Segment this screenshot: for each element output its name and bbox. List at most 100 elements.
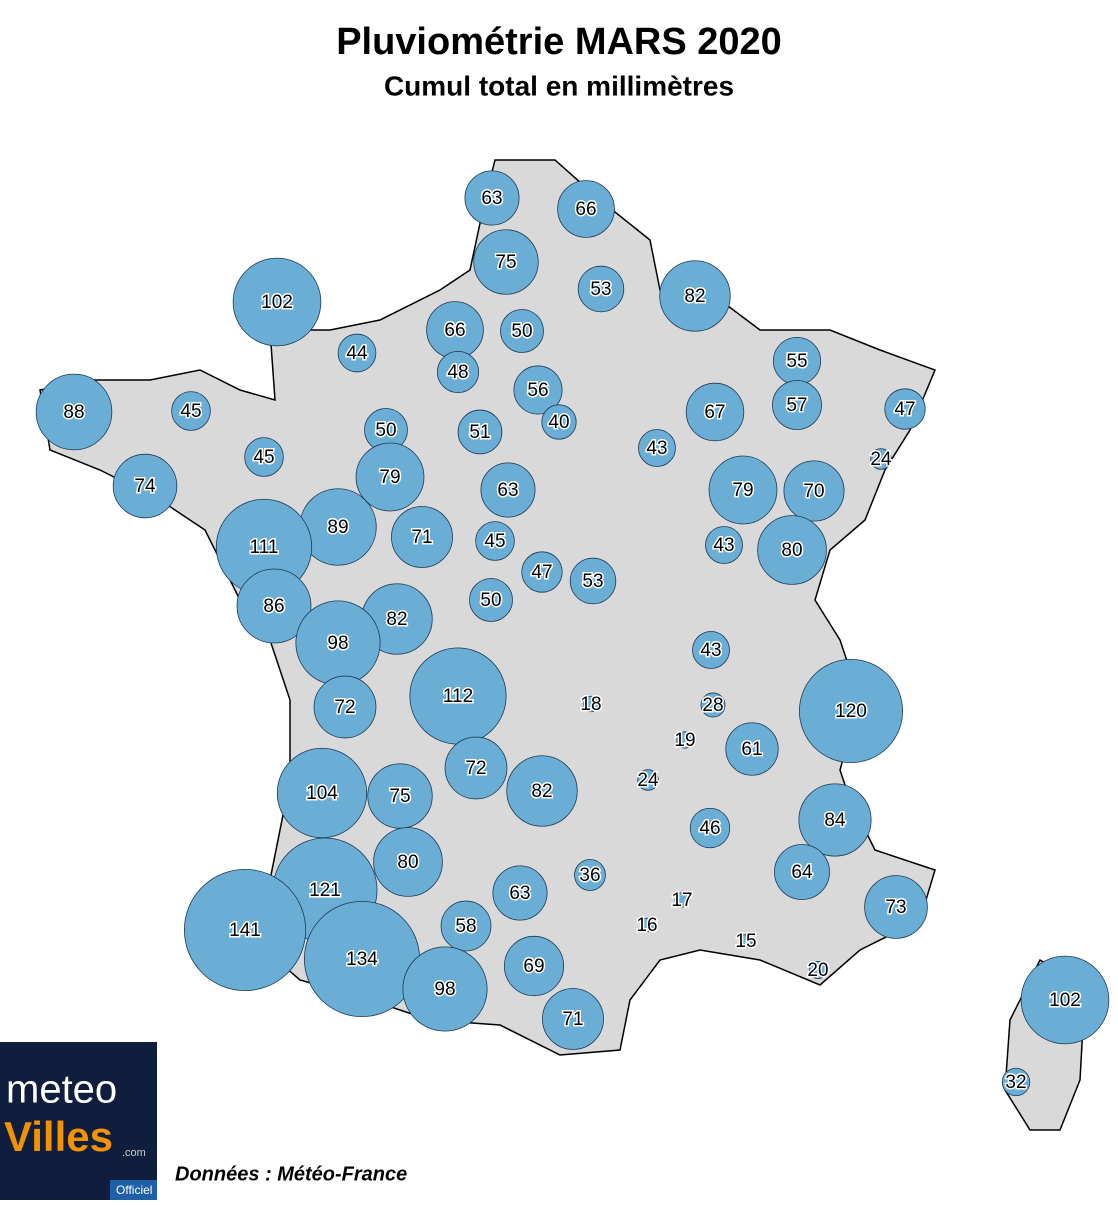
rain-label: 80 [781,540,802,561]
rain-label: 84 [824,810,846,831]
rain-bubble [705,526,743,564]
rain-bubble [809,961,828,980]
rain-bubble [1001,1067,1031,1097]
source: Données : Météo-France [175,1163,407,1185]
rain-bubble [402,946,488,1032]
rain-bubble [582,695,600,713]
rain-label: 24 [870,449,892,470]
rain-label: 20 [807,960,828,981]
rain-bubble [637,769,659,791]
logo-line1: meteo [6,1068,117,1112]
logo-line2: Villes [4,1113,113,1160]
rain-label: 98 [434,979,455,1000]
rain-bubble [35,373,113,451]
rain-label: 43 [700,640,721,661]
rain-bubble [541,404,577,440]
rain-bubble [464,170,520,226]
rain-bubble [799,659,904,764]
rain-label: 79 [379,467,400,488]
rain-bubble [171,391,211,431]
rain-bubble [521,551,563,593]
title: Pluviométrie MARS 2020 [336,21,782,63]
rain-bubble [492,865,548,921]
rain-label: 75 [389,786,410,807]
rain-label: 40 [548,412,569,433]
rain-label: 63 [481,188,502,209]
rain-label: 64 [791,862,813,883]
rain-bubble [659,260,731,332]
rain-bubble [884,388,926,430]
rain-bubble [638,429,676,467]
rain-label: 71 [411,527,432,548]
rain-label: 50 [375,420,396,441]
rain-bubble [436,350,480,394]
rain-bubble [457,409,503,455]
rain-label: 82 [684,286,705,307]
rain-label: 17 [671,890,692,911]
rain-label: 47 [531,562,552,583]
subtitle: Cumul total en millimètres [384,70,734,101]
rain-label: 63 [497,480,518,501]
rain-bubble [475,521,515,561]
rain-bubble [183,868,307,992]
rain-bubble [355,442,425,512]
rain-bubble [391,506,453,568]
rain-bubble [772,380,822,430]
rain-label: 120 [835,701,867,722]
rain-bubble [700,692,726,718]
rain-label: 73 [885,897,906,918]
rain-label: 19 [674,730,695,751]
rain-label: 72 [465,758,486,779]
rain-label: 72 [334,697,355,718]
rain-bubble [569,557,617,605]
rain-label: 56 [527,380,548,401]
rain-label: 69 [523,956,544,977]
rain-label: 16 [636,915,657,936]
rain-label: 98 [327,633,348,654]
rain-label: 66 [575,199,596,220]
rain-label: 28 [702,695,723,716]
rain-label: 53 [590,279,611,300]
rain-bubble [444,736,508,800]
rain-bubble [469,578,513,622]
rain-label: 112 [443,686,473,707]
rain-label: 15 [735,931,756,952]
rain-bubble [236,568,312,644]
rain-label: 51 [469,422,490,443]
rain-label: 102 [1049,990,1081,1011]
rain-label: 88 [63,402,84,423]
rain-label: 104 [306,783,338,804]
rain-bubble [373,827,443,897]
rain-bubble [112,453,178,519]
rain-bubble [757,515,827,585]
bubbles: 63 66 75 102 53 82 66 50 44 48 55 56 88 45 40 67 57 47 50 5… [35,170,1110,1097]
logo-background [0,1042,157,1200]
rain-label: 111 [250,537,279,558]
rain-bubble [503,935,565,997]
rain-label: 134 [346,949,378,970]
rain-label: 79 [732,480,753,501]
rain-bubble [473,229,539,295]
rain-bubble [557,180,615,238]
rain-bubble [676,731,694,749]
rain-bubble [739,934,753,948]
rain-bubble [708,455,778,525]
rain-bubble [513,365,563,415]
rain-label: 50 [511,321,532,342]
rain-label: 45 [484,531,505,552]
rain-label: 43 [646,438,667,459]
rain-label: 75 [495,252,516,273]
logo-badge: Officiel [116,1183,152,1197]
rain-label: 43 [713,535,734,556]
rain-label: 66 [444,320,465,341]
rain-label: 44 [346,343,368,364]
rain-label: 18 [580,694,601,715]
rain-bubble [725,722,779,776]
rain-bubble [500,309,544,353]
rain-label: 102 [261,292,293,313]
rain-label: 80 [397,852,418,873]
rain-label: 61 [741,739,762,760]
rain-label: 82 [386,609,407,630]
rain-label: 45 [180,401,201,422]
rain-label: 67 [704,402,725,423]
